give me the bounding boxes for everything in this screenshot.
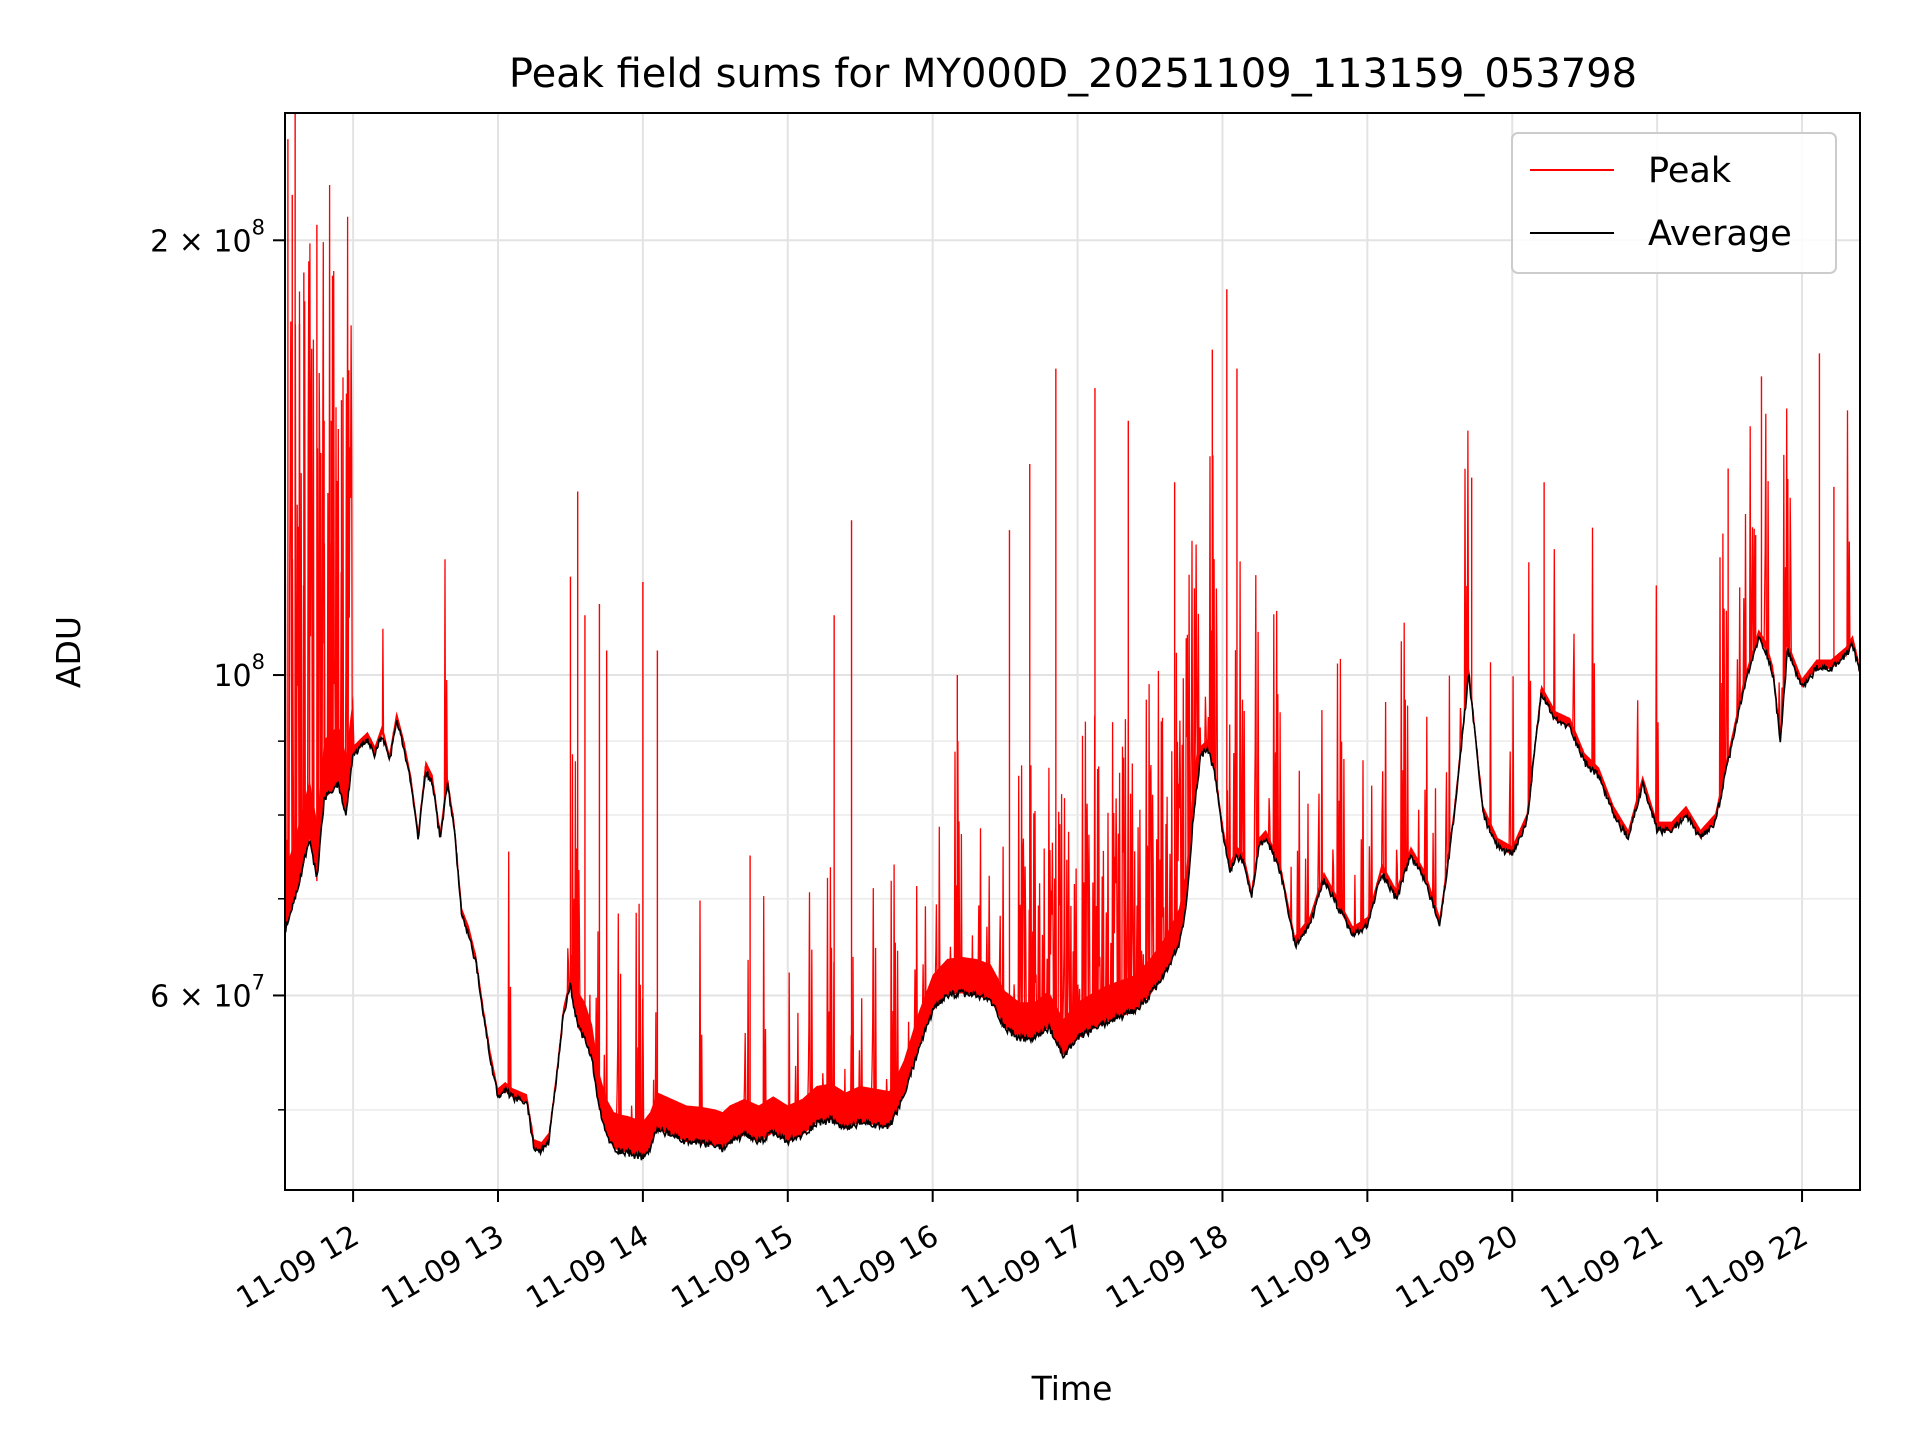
y-tick-label: 2 × 108 — [150, 215, 265, 259]
y-tick-label: 6 × 107 — [150, 970, 265, 1014]
y-tick-label-exponent: 8 — [252, 215, 265, 239]
y-tick-label-base: 6 × 10 — [150, 979, 251, 1014]
plot-frame — [284, 112, 1861, 1191]
peak-series — [284, 113, 1861, 1159]
y-tick-label: 108 — [213, 650, 265, 694]
average-series — [284, 635, 1861, 1161]
y-tick-label-base: 2 × 10 — [150, 224, 251, 259]
average-line — [284, 635, 1861, 1161]
legend-box — [1511, 132, 1837, 274]
peak-line — [284, 184, 1861, 1153]
x-axis-title: Time — [1031, 1369, 1113, 1408]
legend: Peak Average — [1511, 132, 1837, 274]
chart-title: Peak field sums for MY000D_20251109_1131… — [509, 51, 1637, 97]
y-tick-label-exponent: 8 — [252, 650, 265, 674]
legend-label-peak: Peak — [1648, 151, 1732, 191]
legend-label-average: Average — [1648, 214, 1792, 254]
y-tick-label-base: 10 — [213, 659, 251, 694]
grid-lines — [285, 113, 1860, 1190]
y-tick-label-exponent: 7 — [252, 970, 265, 994]
y-axis-title: ADU — [49, 616, 88, 688]
